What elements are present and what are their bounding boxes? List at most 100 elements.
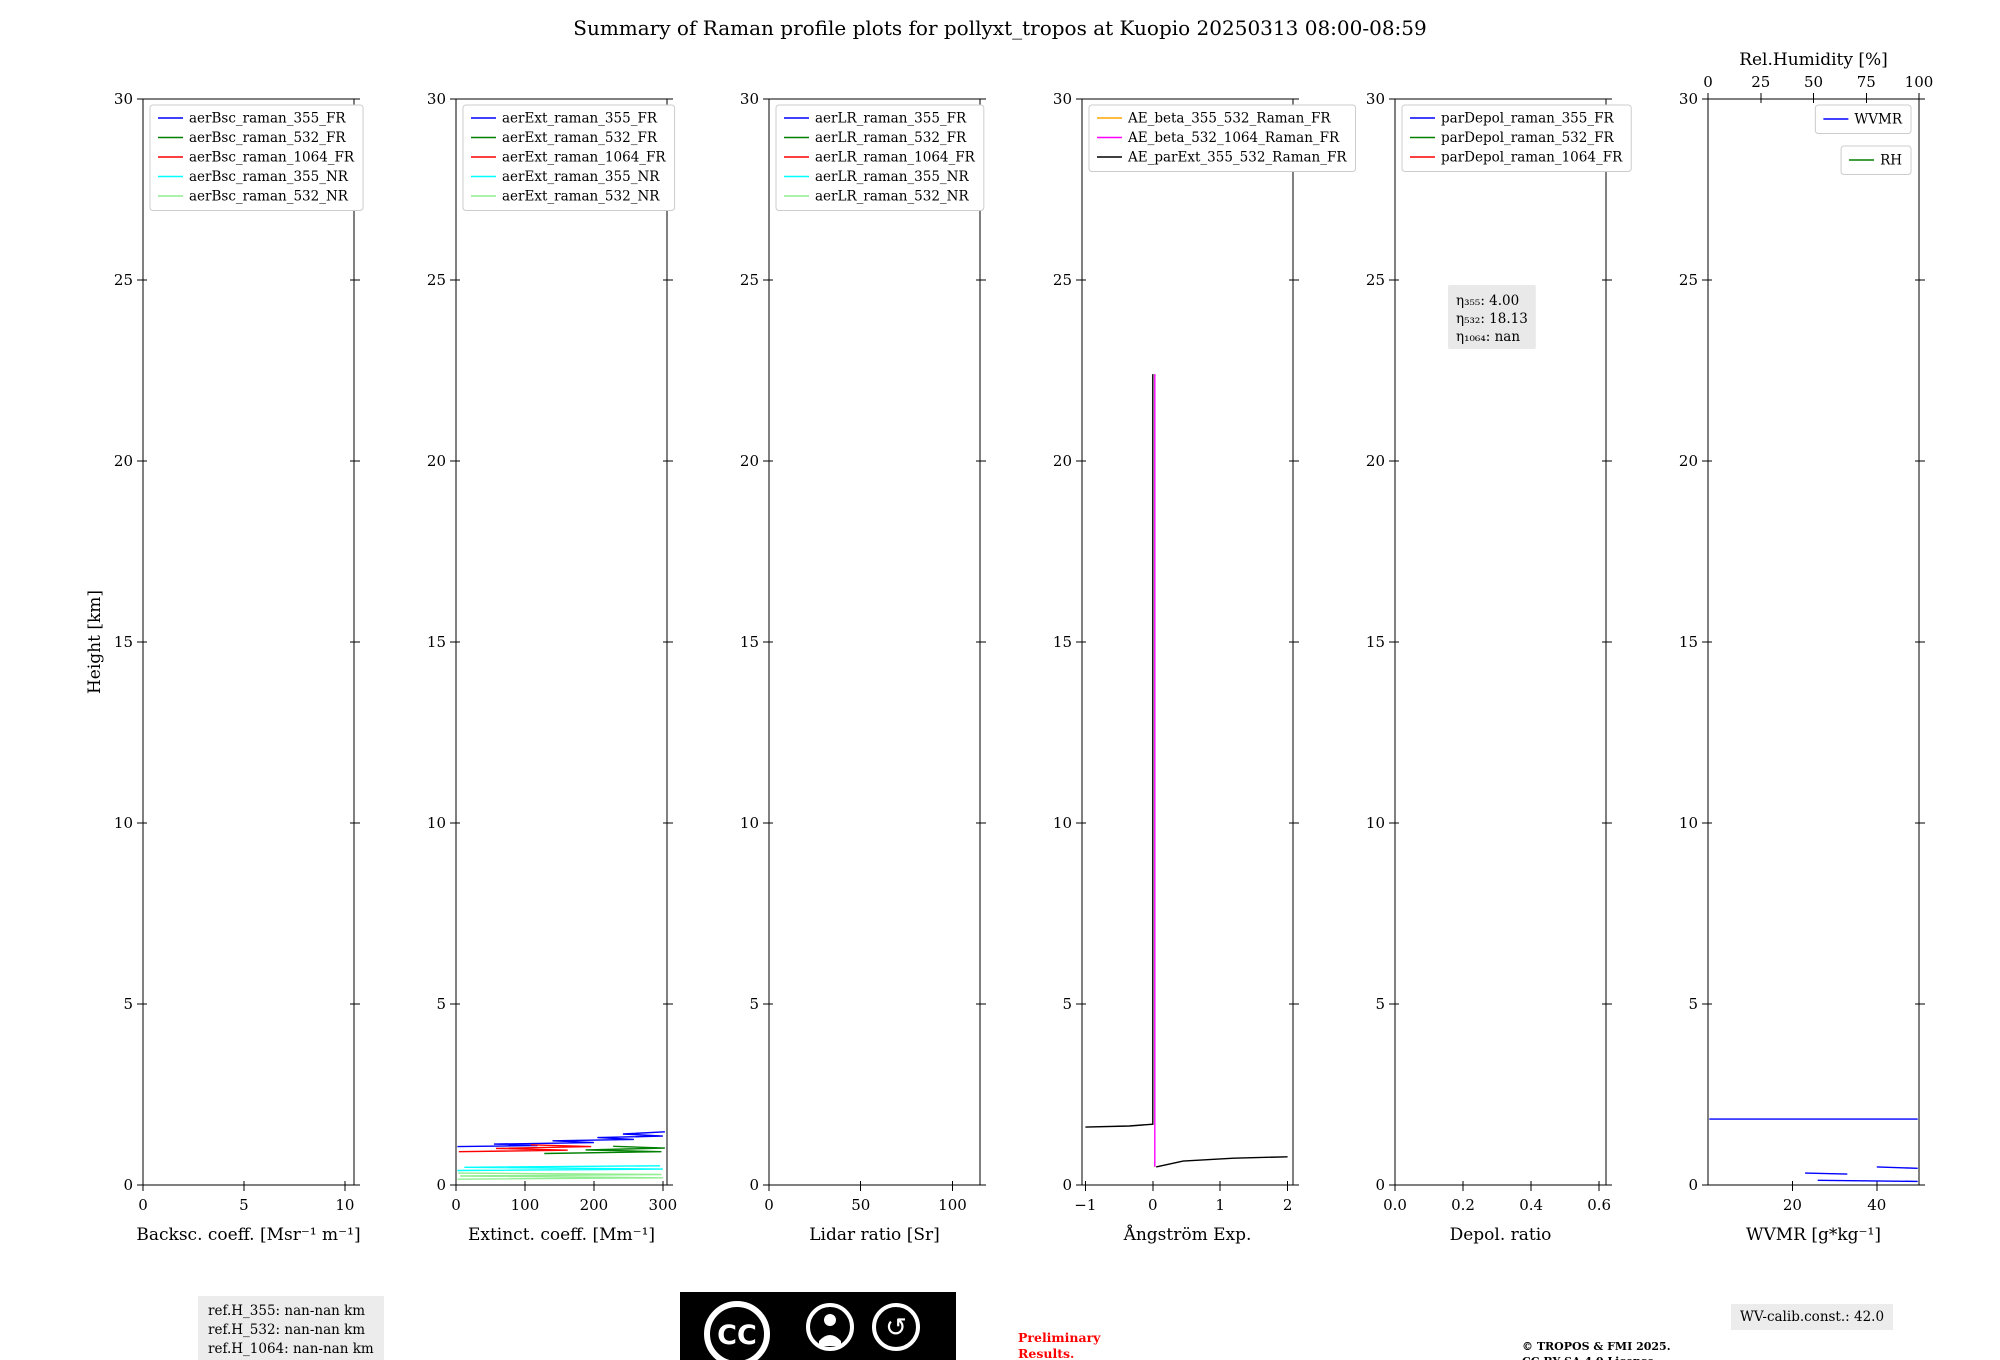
- top-tick-label: 75: [1857, 73, 1876, 91]
- x-tick-label: 2: [1283, 1196, 1293, 1214]
- x-tick-label: 10: [335, 1196, 354, 1214]
- legend-label: aerBsc_raman_1064_FR: [189, 150, 355, 166]
- y-tick-label: 30: [1679, 90, 1698, 108]
- y-tick-label: 30: [1366, 90, 1385, 108]
- top-tick-label: 25: [1751, 73, 1770, 91]
- legend-box: [1814, 104, 1912, 134]
- x-tick-label: −1: [1074, 1196, 1096, 1214]
- legend-box: [462, 104, 676, 211]
- panel-backscatter: 0 5 10 15 20 25 30 0 5 10 Backsc. coeff. [Msr⁻¹ m⁻…: [114, 90, 364, 1245]
- legend-box: [1840, 145, 1912, 175]
- y-tick-label: 20: [114, 452, 133, 470]
- page-title: Summary of Raman profile plots for polly…: [573, 16, 1427, 40]
- legend-label: aerExt_raman_532_FR: [502, 130, 658, 146]
- x-tick-label: 5: [239, 1196, 249, 1214]
- x-tick-label: 300: [649, 1196, 678, 1214]
- x-tick-label: 0.2: [1451, 1196, 1475, 1214]
- plot-frame: [455, 98, 668, 1186]
- y-tick-label: 10: [1053, 814, 1072, 832]
- attribution-person-icon: [806, 1303, 854, 1351]
- legend-label: aerExt_raman_355_NR: [502, 169, 660, 185]
- y-tick-label: 0: [749, 1176, 759, 1194]
- top-tick-label: 0: [1703, 73, 1713, 91]
- y-tick-label: 15: [1679, 633, 1698, 651]
- x-axis-label: WVMR [g*kg⁻¹]: [1746, 1225, 1881, 1245]
- plot-frame: [1394, 98, 1607, 1186]
- series-AE_parExt_355_532_Raman_FR: [1085, 374, 1154, 1128]
- y-tick-label: 25: [1366, 271, 1385, 289]
- ref-h-532-line: ref.H_532: nan-nan km: [208, 1321, 366, 1338]
- person-circle: [806, 1303, 854, 1351]
- x-tick-label: 0.4: [1519, 1196, 1543, 1214]
- y-tick-label: 25: [1679, 271, 1698, 289]
- y-tick-label: 0: [1688, 1176, 1698, 1194]
- y-tick-label: 10: [740, 814, 759, 832]
- x-tick-label: 100: [938, 1196, 967, 1214]
- legend-label: aerBsc_raman_355_FR: [189, 111, 346, 127]
- panel-wvmr: 0 5 10 15 20 25 30 20 40 WVMR [g*kg⁻¹] 0 25 50 75 100 R…: [1679, 50, 1933, 1245]
- plot-frame: [768, 98, 981, 1186]
- legend: aerLR_raman_355_FR aerLR_raman_532_FR aerL…: [775, 104, 985, 211]
- y-tick-label: 5: [1688, 995, 1698, 1013]
- x-tick-label: 50: [851, 1196, 870, 1214]
- y-tick-label: 20: [1679, 452, 1698, 470]
- series-aerExt_raman_355_NR: [457, 1165, 663, 1172]
- x-axis-label: Backsc. coeff. [Msr⁻¹ m⁻¹]: [136, 1225, 360, 1245]
- y-tick-label: 5: [1375, 995, 1385, 1013]
- panel-depol: 0 5 10 15 20 25 30 0.0 0.2 0.4 0.6 Depol. ratio parD…: [1366, 90, 1632, 1245]
- series-group: [1709, 1118, 1918, 1183]
- y-tick-label: 10: [114, 814, 133, 832]
- y-tick-label: 0: [1062, 1176, 1072, 1194]
- copyright-note: © TROPOS & FMI 2025. CC BY SA 4.0 Licens…: [1522, 1340, 1671, 1360]
- copyright-line-2: CC BY SA 4.0 License.: [1522, 1355, 1671, 1360]
- legend: aerExt_raman_355_FR aerExt_raman_532_FRae…: [462, 104, 676, 211]
- legend: parDepol_raman_355_FR parDepol_raman_532_…: [1401, 104, 1632, 172]
- legend-label: parDepol_raman_355_FR: [1441, 111, 1614, 127]
- annotation-background: [1448, 285, 1536, 349]
- y-tick-label: 10: [1366, 814, 1385, 832]
- annotation-box: η₃₅₅: 4.00 η₅₃₂: 18.13 η₁₀₆₄: nan: [1448, 285, 1536, 349]
- preliminary-note: Preliminary Results.: [1018, 1330, 1100, 1360]
- wv-calib-note: WV-calib.const.: 42.0: [1731, 1304, 1894, 1330]
- annotation-line: η₃₅₅: 4.00: [1456, 293, 1519, 309]
- y-tick-label: 20: [1053, 452, 1072, 470]
- y-tick-label: 25: [427, 271, 446, 289]
- legend-box: [149, 104, 364, 211]
- ref-h-1064-line: ref.H_1064: nan-nan km: [208, 1340, 374, 1357]
- x-tick-label: 1: [1215, 1196, 1225, 1214]
- x-tick-label: 200: [580, 1196, 609, 1214]
- y-tick-label: 30: [427, 90, 446, 108]
- series-WVMR: [1805, 1172, 1848, 1175]
- y-tick-label: 15: [1366, 633, 1385, 651]
- legend-label: parDepol_raman_1064_FR: [1441, 150, 1623, 166]
- y-tick-label: 20: [427, 452, 446, 470]
- y-tick-label: 5: [749, 995, 759, 1013]
- series-AE_parExt_355_532_Raman_FR: [1156, 1156, 1288, 1168]
- cc-logo-icon: CC: [704, 1301, 770, 1360]
- x-tick-label: 0: [451, 1196, 461, 1214]
- y-tick-label: 0: [123, 1176, 133, 1194]
- series-aerExt_raman_532_NR: [457, 1172, 663, 1180]
- legend: aerBsc_raman_355_FR aerBsc_raman_532_FRae…: [149, 104, 364, 211]
- legend: WVMR: [1814, 104, 1912, 134]
- ref-h-355-line: ref.H_355: nan-nan km: [208, 1303, 366, 1319]
- series-group: [1085, 374, 1288, 1168]
- legend-label: aerLR_raman_532_NR: [815, 189, 969, 205]
- copyright-line-1: © TROPOS & FMI 2025.: [1522, 1340, 1671, 1353]
- legend-label: aerExt_raman_355_FR: [502, 111, 658, 127]
- person-body: [819, 1335, 841, 1346]
- series-group: [457, 1131, 665, 1180]
- series-WVMR: [1817, 1179, 1918, 1183]
- legend-box: [1401, 104, 1632, 172]
- legend-label: parDepol_raman_532_FR: [1441, 130, 1614, 146]
- panel-lidar-ratio: 0 5 10 15 20 25 30 0 50 100 Lidar ratio [Sr] aerLR_…: [740, 90, 986, 1245]
- legend-label: aerBsc_raman_355_NR: [189, 169, 349, 185]
- top-tick-label: 50: [1804, 73, 1823, 91]
- annotation-line: η₁₀₆₄: nan: [1456, 329, 1520, 345]
- preliminary-line-1: Preliminary: [1018, 1330, 1101, 1345]
- y-tick-label: 10: [1679, 814, 1698, 832]
- y-tick-label: 15: [114, 633, 133, 651]
- legend-label: aerLR_raman_355_NR: [815, 169, 969, 185]
- legend-label: AE_beta_355_532_Raman_FR: [1127, 111, 1331, 127]
